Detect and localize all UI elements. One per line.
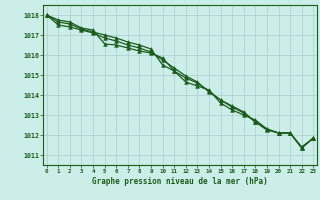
X-axis label: Graphe pression niveau de la mer (hPa): Graphe pression niveau de la mer (hPa) [92, 177, 268, 186]
